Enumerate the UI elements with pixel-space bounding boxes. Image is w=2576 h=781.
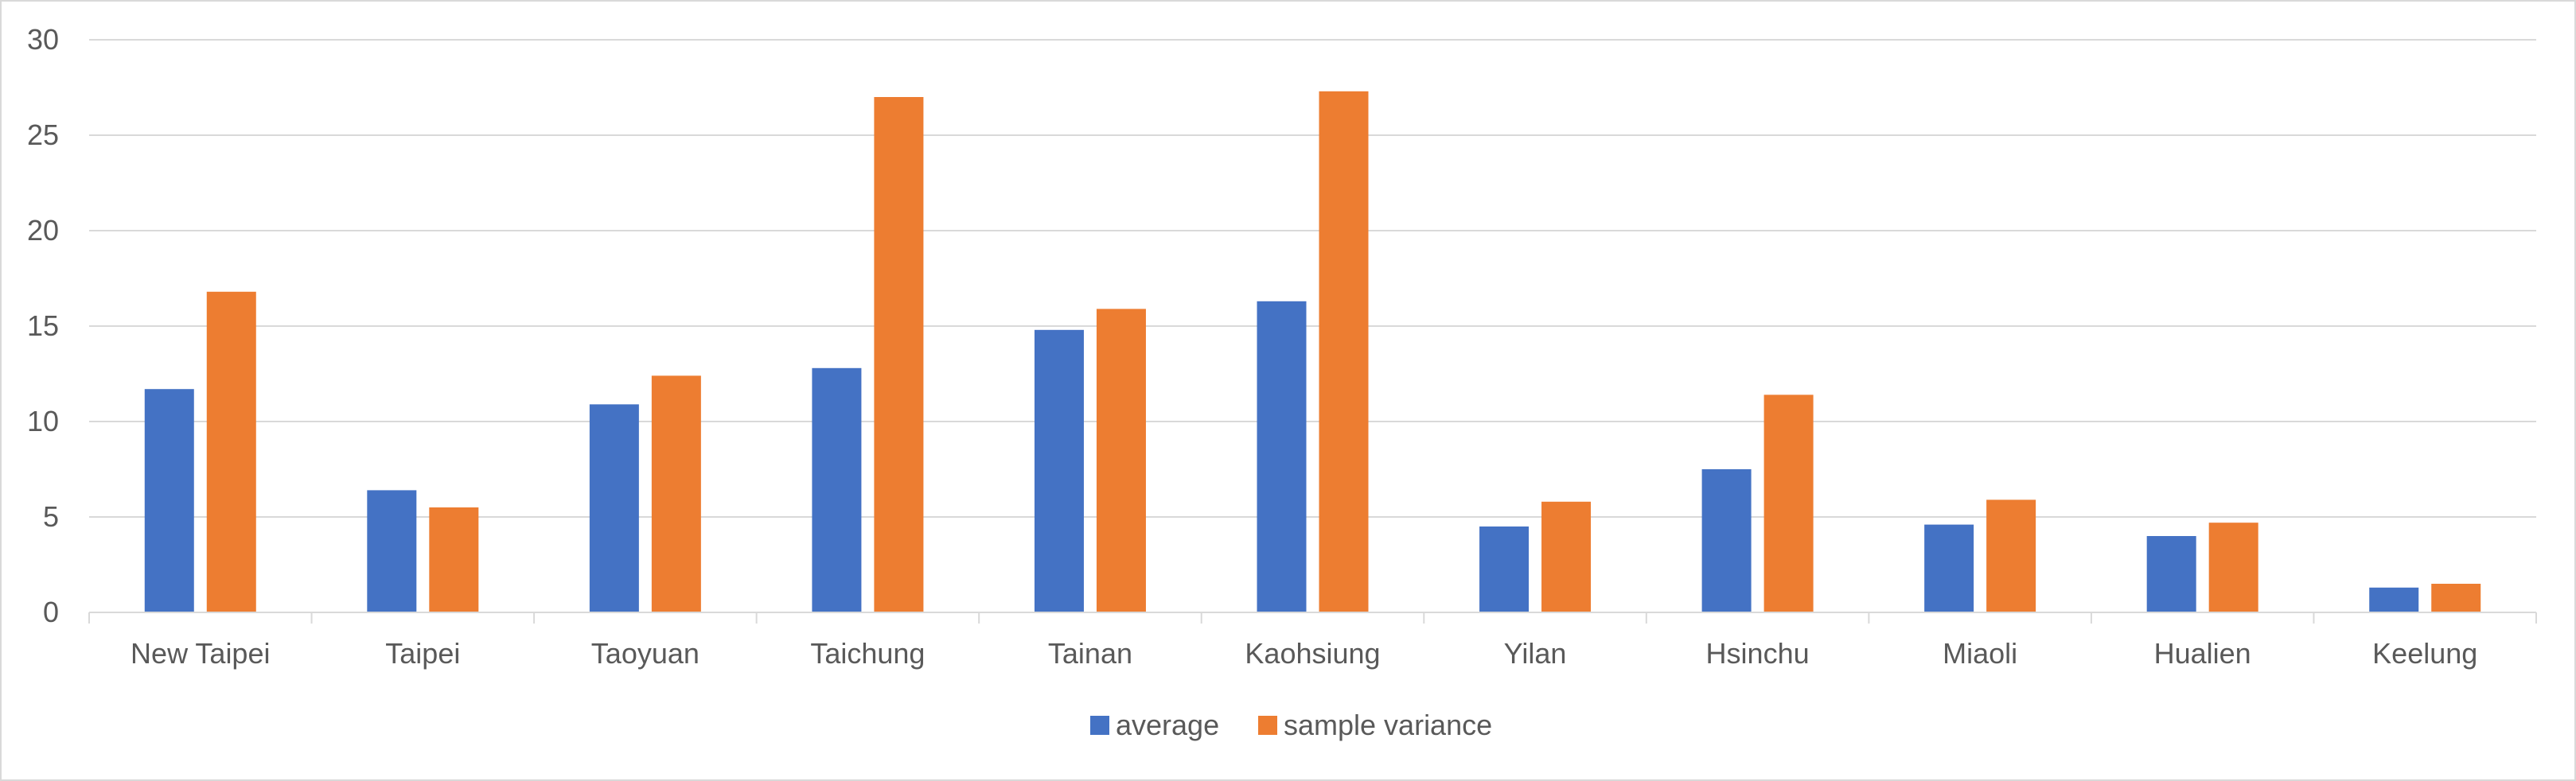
x-axis: New Taipei Taipei Taoyuan Taichung Tainan Kao… — [88, 612, 2537, 670]
bar-average-hsinchu — [1701, 469, 1752, 612]
x-tick-label: Taipei — [385, 637, 460, 670]
bar-average-taichung — [812, 367, 862, 612]
bar-sample-variance-new-taipei — [206, 291, 256, 612]
bar-average-keelung — [2369, 587, 2419, 612]
x-tick-label: Taichung — [810, 637, 925, 670]
bars — [144, 91, 2481, 613]
x-tick-label: Taoyuan — [591, 637, 700, 670]
bar-sample-variance-miaoli — [1986, 499, 2036, 612]
y-tick-label: 25 — [27, 119, 59, 151]
x-tick-label: New Taipei — [131, 637, 270, 670]
x-tick-label: Tainan — [1048, 637, 1132, 670]
y-tick-label: 5 — [43, 500, 59, 533]
bar-average-miaoli — [1924, 524, 1974, 612]
y-tick-label: 20 — [27, 214, 59, 247]
bar-sample-variance-yilan — [1541, 501, 1592, 612]
bar-average-yilan — [1479, 526, 1530, 612]
x-tick-label: Hualien — [2154, 637, 2251, 670]
bar-sample-variance-hsinchu — [1763, 394, 1814, 612]
x-tick-label: Kaohsiung — [1245, 637, 1380, 670]
legend-label-sample-variance: sample variance — [1284, 709, 1492, 741]
bar-sample-variance-taichung — [874, 97, 924, 612]
gridlines — [89, 39, 2536, 518]
bar-sample-variance-hualien — [2208, 523, 2258, 612]
bar-average-taipei — [367, 490, 417, 612]
legend-swatch-average — [1090, 716, 1109, 735]
bar-sample-variance-taipei — [429, 507, 479, 612]
bar-average-hualien — [2146, 536, 2196, 612]
x-tick-label: Miaoli — [1943, 637, 2017, 670]
x-tick-label: Keelung — [2372, 637, 2477, 670]
y-axis-ticks: 0 5 10 15 20 25 30 — [27, 23, 59, 628]
bar-average-new-taipei — [144, 389, 194, 612]
legend-label-average: average — [1116, 709, 1219, 741]
y-tick-label: 0 — [43, 596, 59, 628]
x-tick-label: Hsinchu — [1706, 637, 1810, 670]
bar-average-taoyuan — [589, 404, 639, 612]
bar-sample-variance-tainan — [1096, 309, 1146, 612]
y-tick-label: 30 — [27, 23, 59, 56]
legend: average sample variance — [1090, 709, 1492, 741]
bar-average-tainan — [1034, 329, 1084, 612]
bar-sample-variance-kaohsiung — [1319, 91, 1369, 613]
x-tick-label: Yilan — [1504, 637, 1567, 670]
bar-sample-variance-keelung — [2431, 584, 2481, 612]
bar-average-kaohsiung — [1257, 301, 1307, 612]
bar-sample-variance-taoyuan — [651, 375, 701, 612]
y-tick-label: 10 — [27, 405, 59, 437]
y-tick-label: 15 — [27, 309, 59, 342]
legend-swatch-sample-variance — [1258, 716, 1277, 735]
